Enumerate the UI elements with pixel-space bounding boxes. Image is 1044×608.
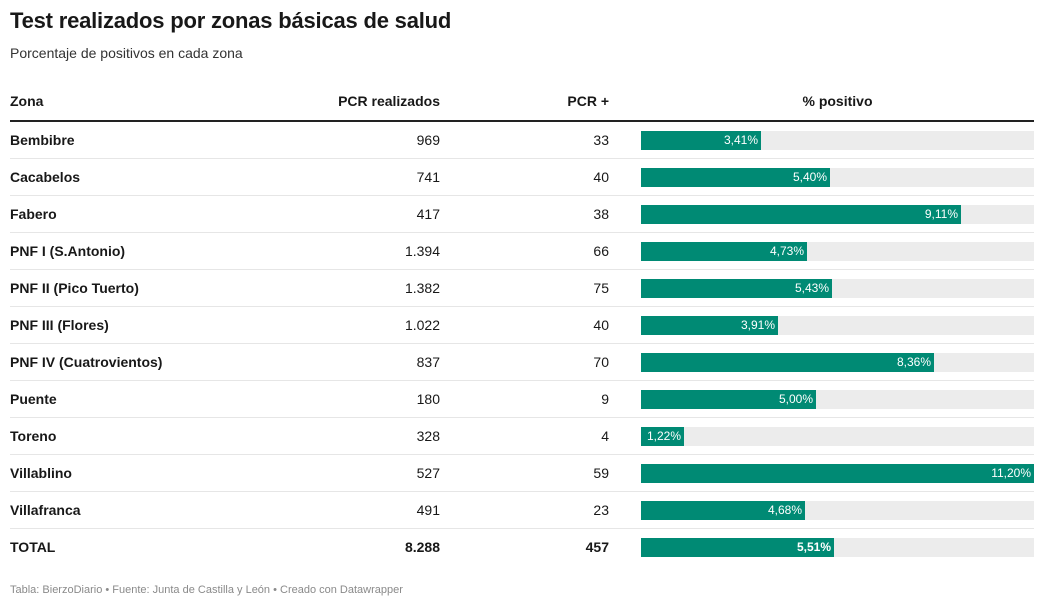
- bar-fill: 5,43%: [641, 279, 832, 298]
- bar-fill: 9,11%: [641, 205, 961, 224]
- table-row: Fabero 417 38 9,11%: [10, 196, 1034, 233]
- table-row: Toreno 328 4 1,22%: [10, 418, 1034, 455]
- table-row: Puente 180 9 5,00%: [10, 381, 1034, 418]
- cell-pcr-positive: 59: [593, 465, 609, 481]
- cell-zona: PNF IV (Cuatrovientos): [10, 354, 163, 370]
- column-header-pcr[interactable]: PCR realizados: [338, 93, 440, 109]
- cell-pcr-realizados: 417: [416, 206, 440, 222]
- cell-pcr-realizados: 1.382: [404, 280, 440, 296]
- cell-pcr-positive: 38: [593, 206, 609, 222]
- column-header-zona[interactable]: Zona: [10, 93, 44, 109]
- bar-value-label: 4,68%: [767, 503, 802, 517]
- cell-pcr-realizados: 969: [416, 132, 440, 148]
- bar-fill: 11,20%: [641, 464, 1034, 483]
- cell-pcr-positive: 23: [593, 502, 609, 518]
- cell-zona: Fabero: [10, 206, 57, 222]
- cell-zona: Villablino: [10, 465, 72, 481]
- table-header: Zona PCR realizados PCR + % positivo: [10, 84, 1034, 122]
- bar-track: 5,43%: [641, 279, 1034, 298]
- bar-track: 5,51%: [641, 538, 1034, 557]
- cell-pcr-positive: 40: [593, 317, 609, 333]
- cell-pcr-realizados: 1.394: [404, 243, 440, 259]
- table-row: Bembibre 969 33 3,41%: [10, 122, 1034, 159]
- bar-fill: 8,36%: [641, 353, 934, 372]
- cell-pcr-realizados: 8.288: [404, 539, 440, 555]
- bar-fill: 3,41%: [641, 131, 761, 150]
- bar-value-label: 5,00%: [778, 392, 813, 406]
- table-body: Bembibre 969 33 3,41% Cacabelos 741 40 5,40% Fab…: [10, 122, 1034, 565]
- bar-value-label: 9,11%: [924, 207, 958, 221]
- bar-value-label: 4,73%: [769, 244, 804, 258]
- table-row: PNF II (Pico Tuerto) 1.382 75 5,43%: [10, 270, 1034, 307]
- cell-pcr-positive: 75: [593, 280, 609, 296]
- table-row: PNF III (Flores) 1.022 40 3,91%: [10, 307, 1034, 344]
- bar-fill: 3,91%: [641, 316, 778, 335]
- cell-pcr-positive: 4: [601, 428, 609, 444]
- bar-value-label: 3,41%: [723, 133, 758, 147]
- bar-fill: 5,00%: [641, 390, 816, 409]
- cell-zona: PNF III (Flores): [10, 317, 109, 333]
- cell-pcr-realizados: 180: [416, 391, 440, 407]
- table-row: Cacabelos 741 40 5,40%: [10, 159, 1034, 196]
- table-row: PNF IV (Cuatrovientos) 837 70 8,36%: [10, 344, 1034, 381]
- cell-pcr-realizados: 1.022: [404, 317, 440, 333]
- cell-zona: Cacabelos: [10, 169, 81, 185]
- chart-subtitle: Porcentaje de positivos en cada zona: [10, 45, 243, 61]
- bar-value-label: 5,40%: [792, 170, 827, 184]
- bar-track: 4,73%: [641, 242, 1034, 261]
- cell-pcr-positive: 40: [593, 169, 609, 185]
- cell-pcr-realizados: 491: [416, 502, 440, 518]
- cell-zona: PNF II (Pico Tuerto): [10, 280, 139, 296]
- bar-value-label: 8,36%: [896, 355, 931, 369]
- cell-pcr-positive: 9: [601, 391, 609, 407]
- table-row: Villablino 527 59 11,20%: [10, 455, 1034, 492]
- column-header-pct[interactable]: % positivo: [802, 93, 873, 109]
- column-header-pcr-positive[interactable]: PCR +: [567, 93, 609, 109]
- bar-track: 9,11%: [641, 205, 1034, 224]
- bar-value-label: 1,22%: [646, 429, 681, 443]
- bar-value-label: 5,43%: [794, 281, 829, 295]
- table-row-total: TOTAL 8.288 457 5,51%: [10, 529, 1034, 565]
- bar-fill: 4,73%: [641, 242, 807, 261]
- cell-zona: TOTAL: [10, 539, 56, 555]
- cell-pcr-realizados: 741: [416, 169, 440, 185]
- bar-fill: 4,68%: [641, 501, 805, 520]
- data-table: Zona PCR realizados PCR + % positivo Bem…: [10, 84, 1034, 565]
- bar-fill: 1,22%: [641, 427, 684, 446]
- bar-track: 5,40%: [641, 168, 1034, 187]
- footer-credits: Tabla: BierzoDiario • Fuente: Junta de C…: [10, 584, 403, 596]
- bar-value-label: 3,91%: [740, 318, 775, 332]
- bar-track: 11,20%: [641, 464, 1034, 483]
- bar-track: 3,91%: [641, 316, 1034, 335]
- bar-track: 1,22%: [641, 427, 1034, 446]
- bar-track: 4,68%: [641, 501, 1034, 520]
- bar-value-label: 5,51%: [796, 540, 831, 554]
- table-row: Villafranca 491 23 4,68%: [10, 492, 1034, 529]
- bar-fill: 5,51%: [641, 538, 834, 557]
- cell-pcr-realizados: 328: [416, 428, 440, 444]
- cell-pcr-positive: 33: [593, 132, 609, 148]
- cell-zona: Toreno: [10, 428, 57, 444]
- bar-track: 5,00%: [641, 390, 1034, 409]
- bar-track: 8,36%: [641, 353, 1034, 372]
- cell-zona: Villafranca: [10, 502, 81, 518]
- bar-fill: 5,40%: [641, 168, 830, 187]
- cell-pcr-realizados: 837: [416, 354, 440, 370]
- cell-pcr-realizados: 527: [416, 465, 440, 481]
- chart-title: Test realizados por zonas básicas de sal…: [10, 8, 452, 33]
- cell-zona: Bembibre: [10, 132, 75, 148]
- cell-zona: PNF I (S.Antonio): [10, 243, 126, 259]
- cell-pcr-positive: 70: [593, 354, 609, 370]
- table-row: PNF I (S.Antonio) 1.394 66 4,73%: [10, 233, 1034, 270]
- bar-value-label: 11,20%: [991, 466, 1031, 480]
- cell-zona: Puente: [10, 391, 57, 407]
- cell-pcr-positive: 457: [585, 539, 609, 555]
- cell-pcr-positive: 66: [593, 243, 609, 259]
- bar-track: 3,41%: [641, 131, 1034, 150]
